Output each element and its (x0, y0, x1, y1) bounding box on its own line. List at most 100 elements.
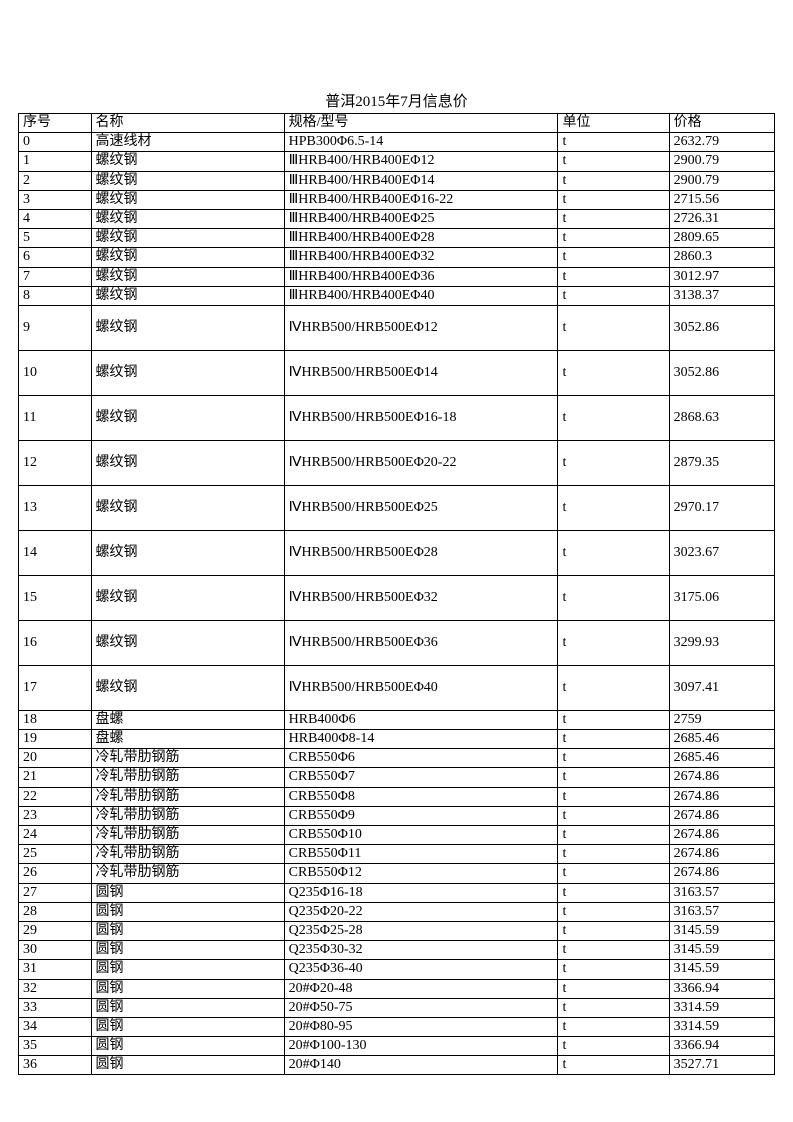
cell-name: 螺纹钢 (91, 152, 284, 171)
cell-unit: t (558, 229, 669, 248)
cell-price: 2674.86 (669, 826, 774, 845)
cell-spec: 20#Φ50-75 (284, 998, 558, 1017)
cell-unit: t (558, 248, 669, 267)
table-row: 18盘螺HRB400Φ6t2759 (19, 710, 775, 729)
cell-price: 3145.59 (669, 941, 774, 960)
cell-name: 螺纹钢 (91, 286, 284, 305)
cell-price: 2674.86 (669, 806, 774, 825)
table-row: 28圆钢Q235Φ20-22t3163.57 (19, 902, 775, 921)
cell-no: 16 (19, 620, 92, 665)
cell-spec: ⅢHRB400/HRB400EΦ14 (284, 171, 558, 190)
cell-unit: t (558, 305, 669, 350)
cell-no: 31 (19, 960, 92, 979)
cell-unit: t (558, 749, 669, 768)
cell-name: 冷轧带肋钢筋 (91, 749, 284, 768)
cell-spec: ⅢHRB400/HRB400EΦ28 (284, 229, 558, 248)
cell-unit: t (558, 960, 669, 979)
cell-spec: CRB550Φ8 (284, 787, 558, 806)
cell-name: 冷轧带肋钢筋 (91, 806, 284, 825)
cell-unit: t (558, 190, 669, 209)
cell-price: 3145.59 (669, 960, 774, 979)
cell-unit: t (558, 152, 669, 171)
cell-spec: ⅣHRB500/HRB500EΦ12 (284, 305, 558, 350)
table-row: 11螺纹钢ⅣHRB500/HRB500EΦ16-18t2868.63 (19, 395, 775, 440)
cell-no: 36 (19, 1056, 92, 1075)
cell-unit: t (558, 979, 669, 998)
cell-spec: CRB550Φ6 (284, 749, 558, 768)
cell-no: 4 (19, 209, 92, 228)
cell-spec: ⅢHRB400/HRB400EΦ25 (284, 209, 558, 228)
cell-no: 27 (19, 883, 92, 902)
table-row: 4螺纹钢ⅢHRB400/HRB400EΦ25t2726.31 (19, 209, 775, 228)
table-row: 20冷轧带肋钢筋CRB550Φ6t2685.46 (19, 749, 775, 768)
cell-spec: Q235Φ16-18 (284, 883, 558, 902)
cell-spec: ⅣHRB500/HRB500EΦ25 (284, 485, 558, 530)
cell-price: 2632.79 (669, 133, 774, 152)
table-row: 21冷轧带肋钢筋CRB550Φ7t2674.86 (19, 768, 775, 787)
cell-price: 2685.46 (669, 730, 774, 749)
cell-spec: CRB550Φ12 (284, 864, 558, 883)
cell-name: 螺纹钢 (91, 190, 284, 209)
cell-unit: t (558, 620, 669, 665)
cell-price: 2879.35 (669, 440, 774, 485)
cell-no: 19 (19, 730, 92, 749)
cell-unit: t (558, 768, 669, 787)
table-row: 10螺纹钢ⅣHRB500/HRB500EΦ14t3052.86 (19, 350, 775, 395)
cell-no: 12 (19, 440, 92, 485)
cell-price: 2715.56 (669, 190, 774, 209)
cell-name: 螺纹钢 (91, 248, 284, 267)
cell-name: 冷轧带肋钢筋 (91, 768, 284, 787)
cell-spec: CRB550Φ7 (284, 768, 558, 787)
cell-no: 26 (19, 864, 92, 883)
cell-price: 2900.79 (669, 152, 774, 171)
cell-no: 11 (19, 395, 92, 440)
cell-name: 螺纹钢 (91, 395, 284, 440)
table-row: 29圆钢Q235Φ25-28t3145.59 (19, 921, 775, 940)
cell-no: 17 (19, 665, 92, 710)
cell-unit: t (558, 1037, 669, 1056)
table-row: 14螺纹钢ⅣHRB500/HRB500EΦ28t3023.67 (19, 530, 775, 575)
cell-unit: t (558, 806, 669, 825)
price-table: 序号名称规格/型号单位价格0高速线材HPB300Φ6.5-14t2632.791… (18, 113, 775, 1075)
cell-no: 7 (19, 267, 92, 286)
cell-price: 3052.86 (669, 305, 774, 350)
cell-spec: ⅣHRB500/HRB500EΦ36 (284, 620, 558, 665)
cell-no: 1 (19, 152, 92, 171)
cell-spec: HRB400Φ6 (284, 710, 558, 729)
cell-unit: t (558, 209, 669, 228)
cell-name: 高速线材 (91, 133, 284, 152)
table-header-row: 序号名称规格/型号单位价格 (19, 114, 775, 133)
cell-name: 圆钢 (91, 1056, 284, 1075)
cell-unit: t (558, 1056, 669, 1075)
table-row: 9螺纹钢ⅣHRB500/HRB500EΦ12t3052.86 (19, 305, 775, 350)
cell-no: 30 (19, 941, 92, 960)
cell-unit: t (558, 998, 669, 1017)
cell-name: 螺纹钢 (91, 575, 284, 620)
cell-spec: ⅢHRB400/HRB400EΦ36 (284, 267, 558, 286)
cell-price: 3097.41 (669, 665, 774, 710)
table-row: 26冷轧带肋钢筋CRB550Φ12t2674.86 (19, 864, 775, 883)
col-price: 价格 (669, 114, 774, 133)
cell-unit: t (558, 350, 669, 395)
cell-no: 33 (19, 998, 92, 1017)
cell-name: 圆钢 (91, 1017, 284, 1036)
cell-unit: t (558, 171, 669, 190)
cell-price: 3175.06 (669, 575, 774, 620)
cell-price: 3012.97 (669, 267, 774, 286)
cell-no: 0 (19, 133, 92, 152)
table-row: 13螺纹钢ⅣHRB500/HRB500EΦ25t2970.17 (19, 485, 775, 530)
cell-spec: ⅢHRB400/HRB400EΦ16-22 (284, 190, 558, 209)
cell-name: 盘螺 (91, 730, 284, 749)
cell-price: 2674.86 (669, 768, 774, 787)
cell-name: 圆钢 (91, 921, 284, 940)
cell-price: 2868.63 (669, 395, 774, 440)
cell-price: 3314.59 (669, 998, 774, 1017)
cell-no: 2 (19, 171, 92, 190)
cell-price: 3138.37 (669, 286, 774, 305)
cell-no: 29 (19, 921, 92, 940)
cell-price: 3366.94 (669, 979, 774, 998)
cell-unit: t (558, 730, 669, 749)
cell-spec: 20#Φ20-48 (284, 979, 558, 998)
cell-unit: t (558, 133, 669, 152)
cell-no: 6 (19, 248, 92, 267)
